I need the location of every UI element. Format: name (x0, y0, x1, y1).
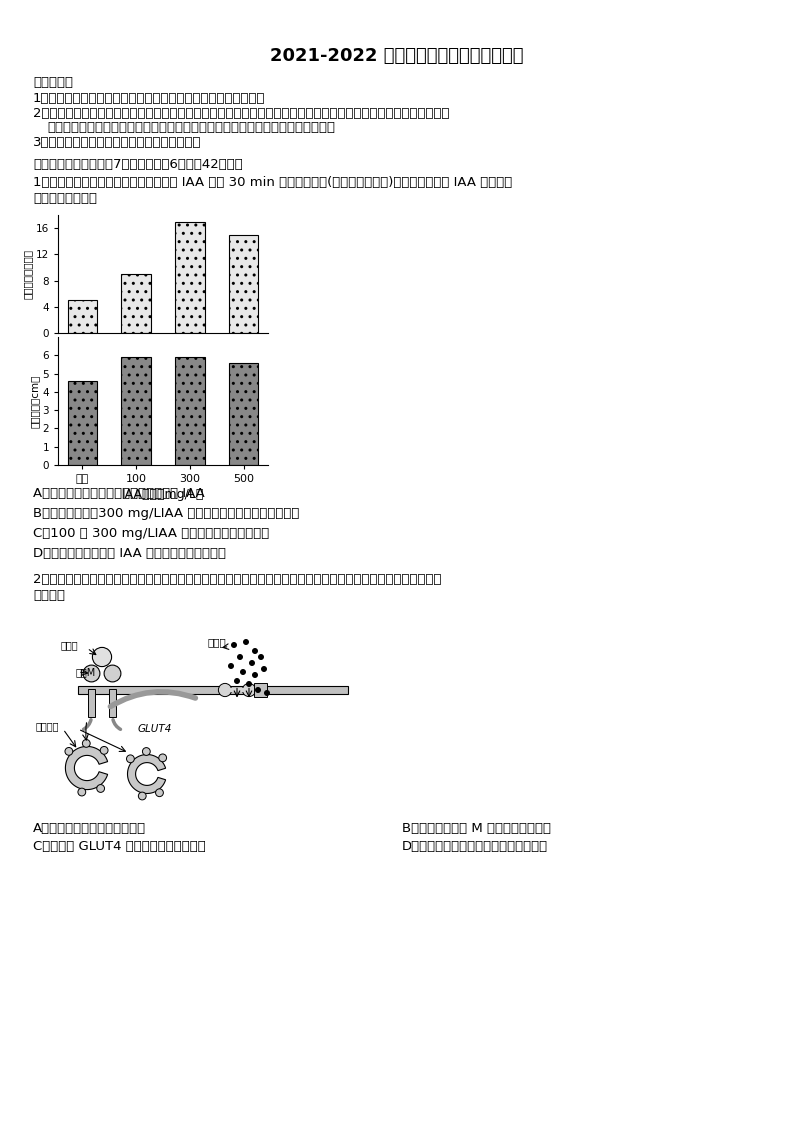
Bar (121, 357, 151, 465)
Circle shape (258, 654, 264, 660)
Bar (229, 235, 259, 334)
Text: 下列叙述正确的是: 下列叙述正确的是 (33, 192, 97, 206)
Text: D．本实验结果体现了 IAA 对根生长作用的两重性: D．本实验结果体现了 IAA 对根生长作用的两重性 (33, 547, 226, 560)
Circle shape (65, 748, 73, 756)
Circle shape (83, 740, 91, 747)
Text: GLUT4: GLUT4 (138, 724, 172, 734)
Circle shape (126, 755, 134, 763)
Text: A．一次摄入的葡萄糖数量增加: A．一次摄入的葡萄糖数量增加 (33, 822, 146, 836)
Text: 蛋白M: 蛋白M (75, 667, 96, 677)
Text: A．对照组生根数量少是因为枝条中没有 IAA: A．对照组生根数量少是因为枝条中没有 IAA (33, 487, 205, 500)
Circle shape (246, 681, 252, 687)
Text: 选涂其它答案标号。回答非选择题时，将答案写在答题卡上，写在本试卷上无效。: 选涂其它答案标号。回答非选择题时，将答案写在答题卡上，写在本试卷上无效。 (47, 121, 335, 134)
Circle shape (92, 647, 112, 667)
Circle shape (138, 792, 146, 800)
Text: 1．如图为一种植物扦插枝条经不同浓度 IAA 浸泡 30 min 后的生根结果(新生根粗细相近)，对照组为不加 IAA 的清水。: 1．如图为一种植物扦插枝条经不同浓度 IAA 浸泡 30 min 后的生根结果(… (33, 176, 512, 189)
Text: 3．考试结束后，将本试卷和答题卡一并交回。: 3．考试结束后，将本试卷和答题卡一并交回。 (33, 136, 202, 149)
Circle shape (228, 663, 234, 669)
FancyBboxPatch shape (109, 688, 116, 716)
Circle shape (231, 642, 237, 648)
Circle shape (159, 754, 167, 761)
Text: B．体内产生蛋白 M 抗体或胰岛素抗体: B．体内产生蛋白 M 抗体或胰岛素抗体 (402, 822, 551, 836)
Text: D．参与信号转导的有关蛋白分子被激活: D．参与信号转导的有关蛋白分子被激活 (402, 840, 548, 853)
Circle shape (100, 747, 108, 755)
Circle shape (156, 788, 164, 796)
Circle shape (78, 788, 86, 796)
Text: 葡萄糖: 葡萄糖 (207, 637, 225, 647)
Bar (175, 357, 205, 465)
Circle shape (252, 648, 258, 654)
Text: 1．答卷前，考生务必将自己的姓名、准考证号填写在答题卡上。: 1．答卷前，考生务必将自己的姓名、准考证号填写在答题卡上。 (33, 92, 265, 104)
Bar (67, 300, 97, 334)
FancyBboxPatch shape (78, 686, 348, 694)
Circle shape (252, 672, 258, 678)
Polygon shape (128, 755, 166, 794)
Text: 胰岛素: 胰岛素 (60, 640, 78, 650)
Text: C．100 与 300 mg/LIAA 处理获得的根生物量相近: C．100 与 300 mg/LIAA 处理获得的根生物量相近 (33, 527, 269, 540)
Bar (67, 381, 97, 465)
Circle shape (264, 690, 270, 696)
Circle shape (255, 687, 261, 693)
Circle shape (142, 748, 150, 756)
Text: 信号转导: 信号转导 (36, 721, 60, 731)
FancyBboxPatch shape (88, 688, 95, 716)
Circle shape (243, 639, 249, 645)
Text: 2021-2022 学年高考生物模拟试卷含解析: 2021-2022 学年高考生物模拟试卷含解析 (270, 47, 524, 65)
Text: 2．回答选择题时，选出每小题答案后，用铅笔把答题卡上对应题目的答案标号涂黑，如需改动，用橡皮擦干净后，再: 2．回答选择题时，选出每小题答案后，用铅笔把答题卡上对应题目的答案标号涂黑，如需… (33, 107, 449, 120)
Circle shape (261, 666, 267, 672)
Text: 2．胰岛素能促进组织细胞加速摄取、利用和储存葡萄糖，其作用机理如图所示，据图分析可能引发糖尿病的因素是: 2．胰岛素能促进组织细胞加速摄取、利用和储存葡萄糖，其作用机理如图所示，据图分析… (33, 573, 441, 586)
Polygon shape (65, 747, 108, 789)
Text: 注意事项：: 注意事项： (33, 76, 73, 89)
Circle shape (249, 660, 255, 666)
Text: 一、选择题（本大题共7小题，每小题6分，共42分。）: 一、选择题（本大题共7小题，每小题6分，共42分。） (33, 158, 243, 171)
FancyBboxPatch shape (253, 684, 267, 696)
Circle shape (237, 654, 243, 660)
Circle shape (240, 669, 246, 675)
Bar (121, 274, 151, 334)
Text: B．四组实验中，300 mg/LIAA 诱导茎细胞分化出根原基最有效: B．四组实验中，300 mg/LIAA 诱导茎细胞分化出根原基最有效 (33, 506, 299, 520)
Circle shape (242, 684, 256, 696)
Y-axis label: 平均根长（cm）: 平均根长（cm） (29, 374, 40, 428)
Circle shape (104, 665, 121, 682)
Bar (229, 363, 259, 465)
Y-axis label: 平均生根数（条）: 平均生根数（条） (23, 249, 33, 299)
Circle shape (97, 785, 105, 793)
X-axis label: IAA浓度（mg/L）: IAA浓度（mg/L） (121, 489, 204, 501)
Text: C．加速含 GLUT4 的囊泡与细胞膜的融合: C．加速含 GLUT4 的囊泡与细胞膜的融合 (33, 840, 206, 853)
Bar (175, 221, 205, 334)
FancyBboxPatch shape (225, 687, 249, 693)
Text: （　　）: （ ） (33, 588, 65, 602)
Circle shape (83, 665, 100, 682)
Circle shape (234, 678, 240, 684)
Circle shape (218, 684, 232, 696)
